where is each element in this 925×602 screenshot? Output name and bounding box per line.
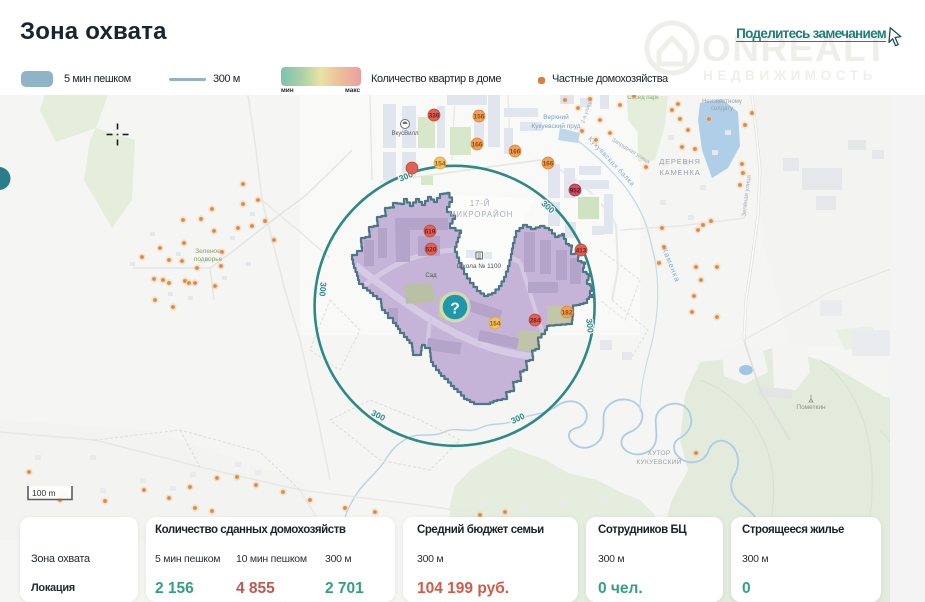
svg-text:520: 520 xyxy=(426,246,437,253)
svg-text:166: 166 xyxy=(472,141,483,148)
svg-text:300: 300 xyxy=(584,318,596,334)
svg-text:Школа № 1100: Школа № 1100 xyxy=(457,263,502,270)
svg-text:300: 300 xyxy=(317,282,328,297)
svg-text:182: 182 xyxy=(562,309,573,316)
svg-text:952: 952 xyxy=(570,187,581,194)
svg-text:336: 336 xyxy=(429,112,440,119)
svg-text:?: ? xyxy=(450,301,459,318)
svg-text:Неизвестному: Неизвестному xyxy=(702,99,742,105)
svg-text:Кукуевский пруд: Кукуевский пруд xyxy=(531,122,580,130)
svg-text:ДЕРЕВНЯ: ДЕРЕВНЯ xyxy=(659,157,701,166)
svg-text:Верхний: Верхний xyxy=(543,113,569,121)
svg-text:284: 284 xyxy=(530,317,541,324)
svg-text:КАМЕНКА: КАМЕНКА xyxy=(659,168,700,177)
svg-text:154: 154 xyxy=(435,160,446,167)
svg-text:154: 154 xyxy=(490,320,501,327)
svg-text:ONREALT: ONREALT xyxy=(702,28,889,69)
svg-text:166: 166 xyxy=(510,148,521,155)
svg-text:100 m: 100 m xyxy=(32,488,56,498)
svg-text:КУКУЕВСКИЙ: КУКУЕВСКИЙ xyxy=(636,457,681,466)
svg-text:166: 166 xyxy=(543,160,554,167)
svg-text:подворье: подворье xyxy=(194,256,223,263)
svg-text:НЕДВИЖИМОСТЬ: НЕДВИЖИМОСТЬ xyxy=(703,68,877,83)
svg-text:Сосед парк: Сосед парк xyxy=(627,95,659,101)
svg-text:Пометкин: Пометкин xyxy=(796,404,826,411)
svg-text:ХУТОР: ХУТОР xyxy=(647,450,670,457)
svg-text:Сад: Сад xyxy=(425,273,437,279)
svg-text:619: 619 xyxy=(425,228,436,235)
svg-text:МИКРОРАЙОН: МИКРОРАЙОН xyxy=(449,210,513,219)
svg-text:Зеленое: Зеленое xyxy=(195,248,221,255)
svg-text:Зелёная улица: Зелёная улица xyxy=(741,174,752,217)
svg-text:17-Й: 17-Й xyxy=(470,199,491,208)
svg-text:солдату: солдату xyxy=(711,106,733,112)
svg-text:ВкусВилл: ВкусВилл xyxy=(392,131,419,137)
svg-text:156: 156 xyxy=(474,113,485,120)
svg-text:413: 413 xyxy=(576,247,587,254)
